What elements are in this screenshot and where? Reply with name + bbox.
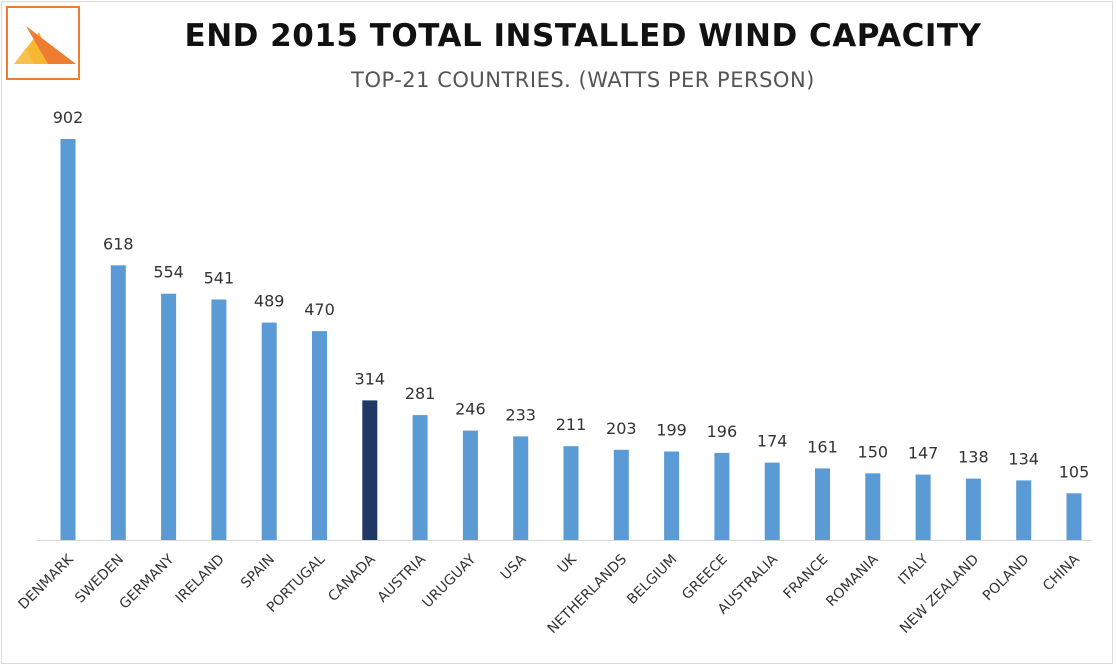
tick-label-italy: ITALY <box>895 551 932 588</box>
bar-canada <box>362 400 378 540</box>
tick-label-poland: POLAND <box>980 552 1033 605</box>
data-label-usa: 233 <box>505 405 536 424</box>
bar-uk <box>563 446 579 540</box>
chart-subtitle: TOP-21 COUNTRIES. (WATTS PER PERSON) <box>351 68 815 92</box>
data-label-germany: 554 <box>153 263 184 282</box>
tick-label-usa: USA <box>498 551 530 583</box>
data-label-belgium: 199 <box>656 421 687 440</box>
bar-greece <box>714 452 730 540</box>
tick-label-romania: ROMANIA <box>823 551 882 610</box>
tick-label-canada: CANADA <box>325 551 379 605</box>
bar-denmark <box>60 139 76 540</box>
data-label-greece: 196 <box>707 422 738 441</box>
bar-uruguay <box>462 430 478 540</box>
tick-label-uruguay: URUGUAY <box>420 551 480 611</box>
data-label-spain: 489 <box>254 292 285 311</box>
tick-label-uk: UK <box>555 551 581 577</box>
bar-romania <box>865 473 881 540</box>
bar-australia <box>764 462 780 540</box>
bar-new-zealand <box>965 478 981 540</box>
data-label-romania: 150 <box>858 442 889 461</box>
bar-netherlands <box>613 449 629 540</box>
data-label-netherlands: 203 <box>606 419 637 438</box>
bar-ireland <box>211 299 227 540</box>
data-label-portugal: 470 <box>304 300 335 319</box>
data-label-uruguay: 246 <box>455 400 486 419</box>
data-label-china: 105 <box>1059 462 1090 481</box>
bar-austria <box>412 415 428 540</box>
tick-label-greece: GREECE <box>679 552 731 604</box>
tick-label-germany: GERMANY <box>117 551 178 612</box>
bar-belgium <box>664 451 680 540</box>
bar-italy <box>915 474 931 540</box>
data-label-denmark: 902 <box>53 108 84 127</box>
data-label-austria: 281 <box>405 384 436 403</box>
tick-label-china: CHINA <box>1040 551 1083 594</box>
data-label-sweden: 618 <box>103 234 134 253</box>
tick-label-belgium: BELGIUM <box>624 552 680 608</box>
tick-label-ireland: IRELAND <box>173 552 228 607</box>
tick-label-spain: SPAIN <box>238 552 278 592</box>
bar-germany <box>161 293 177 540</box>
data-label-poland: 134 <box>1008 449 1039 468</box>
bar-france <box>815 468 830 540</box>
data-label-uk: 211 <box>556 415 587 434</box>
data-label-australia: 174 <box>757 432 788 451</box>
bar-china <box>1066 493 1082 540</box>
tick-label-denmark: DENMARK <box>16 551 78 613</box>
bar-spain <box>261 322 277 540</box>
tick-label-france: FRANCE <box>780 552 831 603</box>
data-label-canada: 314 <box>355 369 386 388</box>
bar-usa <box>513 436 529 540</box>
bar-sweden <box>110 265 126 540</box>
data-label-italy: 147 <box>908 444 939 463</box>
bar-poland <box>1016 480 1032 540</box>
data-label-new-zealand: 138 <box>958 448 989 467</box>
data-label-ireland: 541 <box>204 269 235 288</box>
chart-title: END 2015 TOTAL INSTALLED WIND CAPACITY <box>184 18 982 54</box>
triangle-logo-icon <box>6 6 80 80</box>
data-label-france: 161 <box>807 437 838 456</box>
bar-portugal <box>312 331 327 540</box>
